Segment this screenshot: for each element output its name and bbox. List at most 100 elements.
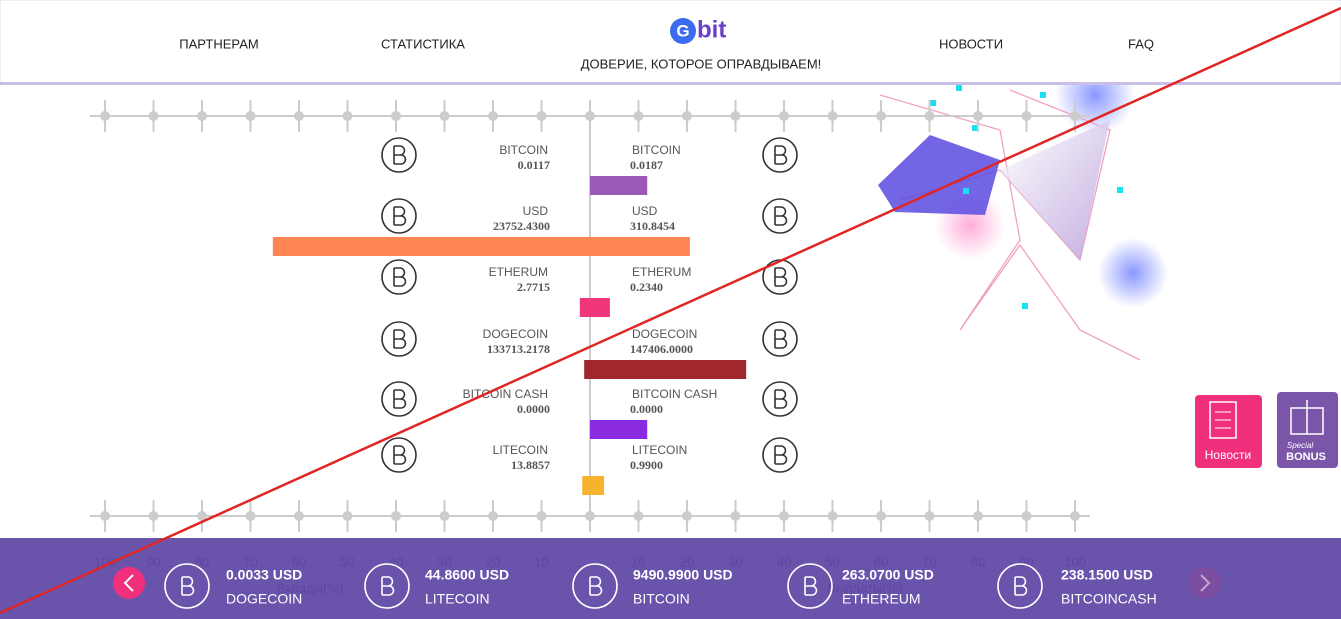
ticker-price: 9490.9900 USD — [633, 567, 733, 583]
tick-dot — [197, 111, 207, 121]
tick-dot — [1021, 511, 1032, 521]
tick-dot — [876, 111, 886, 121]
coin-icon — [164, 563, 210, 609]
coin-icon — [381, 437, 417, 473]
bar — [584, 360, 590, 379]
coin-glyph — [804, 576, 818, 596]
side-buttons: Новости Special BONUS — [1195, 392, 1338, 468]
tick-dot — [391, 111, 401, 121]
tick-dot — [294, 511, 304, 521]
row-value: 13.8857 — [511, 458, 550, 472]
row-name: ETHERUM — [632, 265, 691, 279]
row-name: BITCOIN — [499, 143, 548, 157]
tick-dot — [1070, 511, 1080, 521]
row-name: ETHERUM — [489, 265, 548, 279]
coin-glyph — [589, 576, 603, 596]
next-arrow — [1200, 574, 1211, 592]
next-button[interactable] — [1189, 567, 1221, 599]
decoration — [878, 55, 1168, 361]
coin-icon — [787, 563, 833, 609]
coin-icon — [997, 563, 1043, 609]
coin-glyph — [774, 329, 788, 349]
tagline: ДОВЕРИЕ, КОТОРОЕ ОПРАВДЫВАЕМ! — [581, 56, 822, 71]
row-name: USD — [523, 204, 549, 218]
coin-icon — [762, 137, 798, 173]
tick-dot — [488, 511, 498, 521]
tick-dot — [633, 511, 644, 521]
coin-icon — [381, 259, 417, 295]
tick-dot — [536, 111, 547, 121]
row-name: USD — [632, 204, 658, 218]
bar — [590, 476, 605, 495]
tick-dot — [779, 111, 789, 121]
row-value: 0.0117 — [518, 158, 550, 172]
tick-dot — [148, 111, 159, 121]
row-value: 0.2340 — [630, 280, 663, 294]
coin-icon — [381, 381, 417, 417]
bonus-label[interactable]: BONUS — [1286, 451, 1326, 463]
coin-glyph — [381, 576, 395, 596]
nav-link[interactable]: ПАРТНЕРАМ — [179, 36, 258, 51]
coin-icon — [762, 437, 798, 473]
tick-dot — [488, 111, 498, 121]
coin-icon — [762, 198, 798, 234]
bar — [582, 476, 590, 495]
bar — [579, 298, 590, 317]
nav-link[interactable]: НОВОСТИ — [939, 36, 1003, 51]
coin-icon — [381, 198, 417, 234]
bar — [272, 237, 590, 256]
tick-dot — [682, 111, 692, 121]
row-value: 23752.4300 — [493, 219, 550, 233]
row-value: 147406.0000 — [630, 342, 693, 356]
ticker-price: 0.0033 USD — [226, 567, 302, 583]
nav-link[interactable]: FAQ — [1128, 36, 1154, 51]
row-value: 0.0000 — [630, 402, 663, 416]
coin-icon — [572, 563, 618, 609]
bar — [590, 237, 690, 256]
ticker-name: BITCOINCASH — [1061, 591, 1157, 607]
bar — [590, 360, 747, 379]
bar — [590, 420, 648, 439]
row-value: 0.0187 — [630, 158, 663, 172]
coin-glyph — [774, 445, 788, 465]
tick-dot — [100, 511, 110, 521]
tick-dot — [294, 111, 304, 121]
coin-glyph — [774, 206, 788, 226]
coin-glyph — [774, 145, 788, 165]
tick-dot — [730, 511, 741, 521]
ticker-name: ETHEREUM — [842, 591, 921, 607]
row-name: DOGECOIN — [483, 327, 548, 341]
logo[interactable]: bit — [697, 16, 726, 43]
header: ПАРТНЕРАМ СТАТИСТИКА G bit ДОВЕРИЕ, КОТО… — [0, 0, 1341, 85]
tick-dot — [245, 111, 256, 121]
coin-glyph — [393, 389, 407, 409]
news-button-label[interactable]: Новости — [1205, 448, 1251, 462]
coin-glyph — [393, 267, 407, 287]
row-value: 310.8454 — [630, 219, 675, 233]
prev-button[interactable] — [113, 567, 145, 599]
tick-dot — [682, 511, 692, 521]
tick-dot — [633, 111, 644, 121]
row-value: 2.7715 — [517, 280, 550, 294]
bonus-label[interactable]: Special — [1287, 441, 1313, 450]
tick-dot — [827, 111, 838, 121]
tick-dot — [924, 111, 935, 121]
tick-dot — [439, 511, 450, 521]
coin-glyph — [393, 206, 407, 226]
coin-glyph — [393, 329, 407, 349]
coin-glyph — [1014, 576, 1028, 596]
coin-glyph — [181, 576, 195, 596]
ticker-price: 44.8600 USD — [425, 567, 509, 583]
tick-dot — [730, 111, 741, 121]
tick-dot — [973, 111, 983, 121]
bar — [590, 176, 648, 195]
coin-glyph — [774, 267, 788, 287]
tick-dot — [100, 111, 110, 121]
logo-letter[interactable]: G — [676, 21, 689, 40]
logo-mark — [670, 18, 696, 44]
nav-link[interactable]: СТАТИСТИКА — [381, 36, 465, 51]
news-button[interactable] — [1195, 395, 1262, 468]
tick-dot — [391, 511, 401, 521]
row-name: DOGECOIN — [632, 327, 697, 341]
